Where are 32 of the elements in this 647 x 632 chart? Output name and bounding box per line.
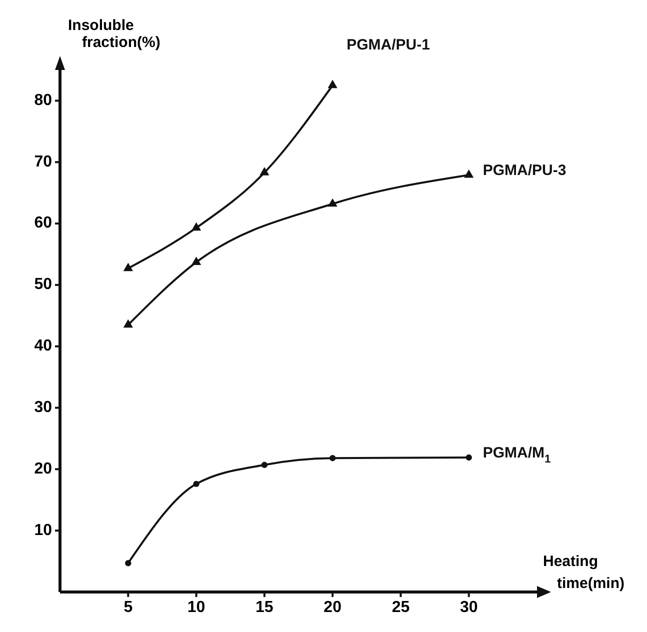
y-tick-label: 30 [34,398,52,416]
y-tick-label: 10 [34,522,52,539]
x-tick-label: 10 [187,599,206,616]
point [125,560,132,566]
point [328,198,338,207]
point [193,480,200,487]
x-tick-label: 15 [256,599,274,616]
y-tick-label: 20 [34,460,52,478]
point [123,319,133,328]
y-tick-label: 70 [34,153,52,170]
point [464,169,474,178]
x-tick-label: 25 [392,599,410,616]
x-tick-label: 30 [460,599,478,616]
point [329,455,336,462]
y-tick-label: 80 [34,92,52,109]
y-tick-label: 50 [34,276,52,294]
y-tick-label: 40 [34,338,52,355]
x-axis-title: Heating time(min) [543,553,625,592]
y-tick-label: 60 [34,214,52,232]
series-label: PGMA/PU-3 [482,162,566,179]
point [328,80,338,88]
point [123,262,133,272]
series-label: PGMA/PU-1 [346,36,430,54]
point [191,256,202,265]
point [191,222,202,231]
x-tick-label: 5 [124,599,133,616]
series-label: PGMA/M$_{1}$ [482,444,551,466]
point [260,167,270,176]
point [261,462,268,468]
x-tick-label: 20 [324,599,342,616]
point [466,454,472,461]
y-axis-title: Insoluble fraction(%) [68,17,160,51]
